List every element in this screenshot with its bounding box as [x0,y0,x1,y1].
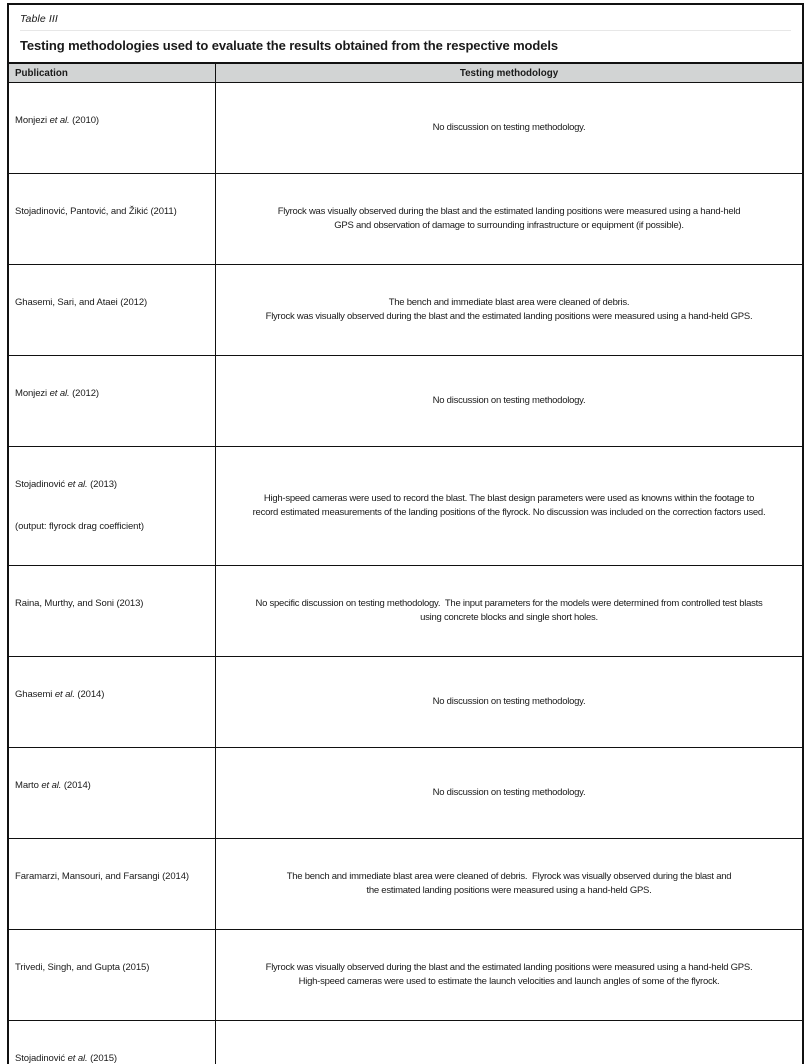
publication-cell: Trivedi, Singh, and Gupta (2015) [9,930,216,1020]
publication-name: Stojadinović, Pantović, and Žikić (2011) [15,205,209,219]
column-header-methodology: Testing methodology [459,68,559,79]
publication-name: Monjezi et al. (2010) [15,114,209,128]
methodology-cell: High-speed cameras were used to record t… [216,447,802,565]
table-number: Table III [20,13,791,31]
methodology-cell: The bench and immediate blast area were … [216,839,802,929]
methodology-line: Flyrock was visually observed during the… [277,206,741,217]
methodology-cell: Flyrock was visually observed during the… [216,174,802,264]
publication-text: Faramarzi, Mansouri, and Farsangi (2014) [15,871,189,882]
publication-name: Raina, Murthy, and Soni (2013) [15,597,209,611]
publication-name: Trivedi, Singh, and Gupta (2015) [15,961,209,975]
publication-text: Marto [15,780,42,791]
publication-text: Monjezi [15,388,50,399]
publication-cell: Raina, Murthy, and Soni (2013) [9,566,216,656]
publication-name: Marto et al. (2014) [15,779,209,793]
et-al-text: et al. [49,388,70,399]
methodology-line: the estimated landing positions were mea… [366,885,652,896]
et-al-text: et al. [41,780,62,791]
et-al-text: et al. [67,1053,88,1064]
publication-text: Ghasemi, Sari, and Ataei (2012) [15,297,148,308]
publication-cell: Marto et al. (2014) [9,748,216,838]
methodology-line: No discussion on testing methodology. [432,787,586,798]
publication-name: Ghasemi, Sari, and Ataei (2012) [15,296,209,310]
table-row: Raina, Murthy, and Soni (2013) No specif… [9,566,802,657]
publication-cell: Stojadinović, Pantović, and Žikić (2011) [9,174,216,264]
publication-name: Ghasemi et al. (2014) [15,688,209,702]
et-al-text: et al. [49,115,70,126]
table-row: Ghasemi, Sari, and Ataei (2012) The benc… [9,265,802,356]
table-row: Monjezi et al. (2012) No discussion on t… [9,356,802,447]
methodology-line: using concrete blocks and single short h… [420,612,598,623]
publication-year: (2013) [87,479,117,490]
methodology-line: GPS and observation of damage to surroun… [334,220,684,231]
methodology-line: No discussion on testing methodology. [432,696,586,707]
table-header-row: Publication Testing methodology [9,62,802,83]
publication-text: Ghasemi [15,689,55,700]
publication-cell: Monjezi et al. (2010) [9,83,216,173]
publication-output-note: (output: flyrock drag coefficient) [15,521,144,532]
publication-name: Stojadinović et al. (2015) [15,1052,209,1064]
methodology-line: No discussion on testing methodology. [432,122,586,133]
methodology-cell: High-speed cameras were used to record t… [216,1021,802,1064]
publication-name: Faramarzi, Mansouri, and Farsangi (2014) [15,870,209,884]
methodology-cell: No discussion on testing methodology. [216,748,802,838]
publication-name: Stojadinović et al. (2013) [15,478,209,492]
table-caption: Table III Testing methodologies used to … [9,5,802,62]
methodology-cell: No discussion on testing methodology. [216,83,802,173]
methodology-cell: Flyrock was visually observed during the… [216,930,802,1020]
methodology-line: The bench and immediate blast area were … [286,871,732,882]
publication-text: Stojadinović [15,1053,68,1064]
methodology-cell: No specific discussion on testing method… [216,566,802,656]
methodology-line: High-speed cameras were used to estimate… [298,976,720,987]
publication-cell: Ghasemi et al. (2014) [9,657,216,747]
publication-year: (2014) [61,780,91,791]
publication-year: (2012) [69,388,99,399]
publication-text: Raina, Murthy, and Soni (2013) [15,598,144,609]
table-title: Testing methodologies used to evaluate t… [20,38,558,53]
methodology-line: No discussion on testing methodology. [432,395,586,406]
methodology-line: Flyrock was visually observed during the… [265,311,753,322]
column-header-publication: Publication [9,64,216,82]
methodology-line: The bench and immediate blast area were … [388,297,630,308]
publication-text: Monjezi [15,115,50,126]
methodology-line: No specific discussion on testing method… [255,598,763,609]
methodology-cell: The bench and immediate blast area were … [216,265,802,355]
publication-year: (2010) [69,115,99,126]
publication-text: Stojadinović [15,479,68,490]
publication-text: Stojadinović, Pantović, and Žikić (2011) [15,206,177,217]
publication-cell: Faramarzi, Mansouri, and Farsangi (2014) [9,839,216,929]
table-row: Faramarzi, Mansouri, and Farsangi (2014)… [9,839,802,930]
table-body: Monjezi et al. (2010) No discussion on t… [9,83,802,1064]
table-row: Stojadinović et al. (2015) (output: flyr… [9,1021,802,1064]
publication-year: (2014) [74,689,105,700]
methodology-line: record estimated measurements of the lan… [252,507,766,518]
table-row: Trivedi, Singh, and Gupta (2015) Flyrock… [9,930,802,1021]
publication-year: (2015) [87,1053,117,1064]
publication-cell: Ghasemi, Sari, and Ataei (2012) [9,265,216,355]
table-row: Stojadinović et al. (2013) (output: flyr… [9,447,802,566]
et-al-text: et al. [67,479,88,490]
publication-name: Monjezi et al. (2012) [15,387,209,401]
publication-cell: Stojadinović et al. (2015) (output: flyr… [9,1021,216,1064]
publication-cell: Stojadinović et al. (2013) (output: flyr… [9,447,216,565]
methodology-cell: No discussion on testing methodology. [216,356,802,446]
table-row: Ghasemi et al. (2014) No discussion on t… [9,657,802,748]
table-frame: Table III Testing methodologies used to … [7,3,804,1064]
et-al-text: et al. [54,689,75,700]
table-row: Marto et al. (2014) No discussion on tes… [9,748,802,839]
table-row: Stojadinović, Pantović, and Žikić (2011)… [9,174,802,265]
methodology-line: High-speed cameras were used to record t… [263,493,755,504]
methodology-line: Flyrock was visually observed during the… [265,962,753,973]
methodology-cell: No discussion on testing methodology. [216,657,802,747]
table-row: Monjezi et al. (2010) No discussion on t… [9,83,802,174]
publication-text: Trivedi, Singh, and Gupta (2015) [15,962,150,973]
publication-cell: Monjezi et al. (2012) [9,356,216,446]
